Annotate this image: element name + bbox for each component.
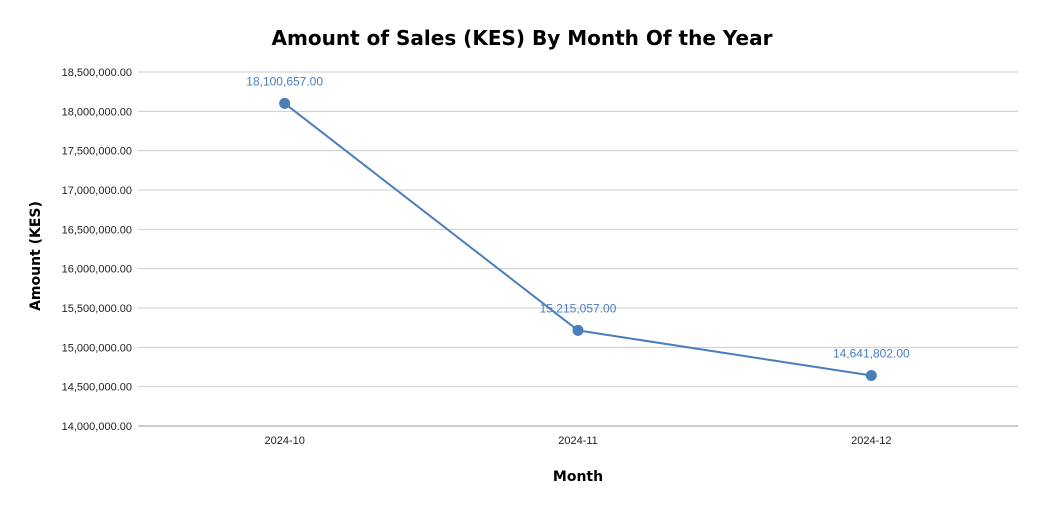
series-sales [279,97,877,382]
y-tick-label: 17,500,000.00 [62,146,132,158]
x-tick-label: 2024-11 [558,435,598,447]
x-tick-label: 2024-12 [851,435,891,447]
y-tick-label: 17,000,000.00 [62,185,132,197]
data-labels: 18,100,657.00 15,215,057.00 14,641,802.00 [246,74,910,360]
x-tick-label: 2024-10 [264,435,304,447]
y-axis-title: Amount (KES) [28,201,44,311]
data-label: 14,641,802.00 [833,347,910,361]
gridlines [138,71,1018,427]
y-tick-label: 14,000,000.00 [62,421,132,433]
y-tick-labels: 18,500,000.00 18,000,000.00 17,500,000.00 1… [62,67,132,433]
x-tick-labels: 2024-10 2024-11 2024-12 [264,435,891,447]
data-label: 18,100,657.00 [246,74,323,88]
y-tick-label: 16,500,000.00 [62,224,132,236]
data-point [572,324,584,336]
y-tick-label: 18,000,000.00 [62,106,132,118]
chart-title: Amount of Sales (KES) By Month Of the Ye… [272,26,773,50]
y-tick-label: 18,500,000.00 [62,67,132,79]
y-tick-label: 16,000,000.00 [62,264,132,276]
data-point [865,370,877,382]
y-tick-label: 14,500,000.00 [62,382,132,394]
y-tick-label: 15,000,000.00 [62,342,132,354]
x-axis-title: Month [553,469,603,485]
y-tick-label: 15,500,000.00 [62,303,132,315]
data-label: 15,215,057.00 [540,301,617,315]
data-point [279,97,291,109]
